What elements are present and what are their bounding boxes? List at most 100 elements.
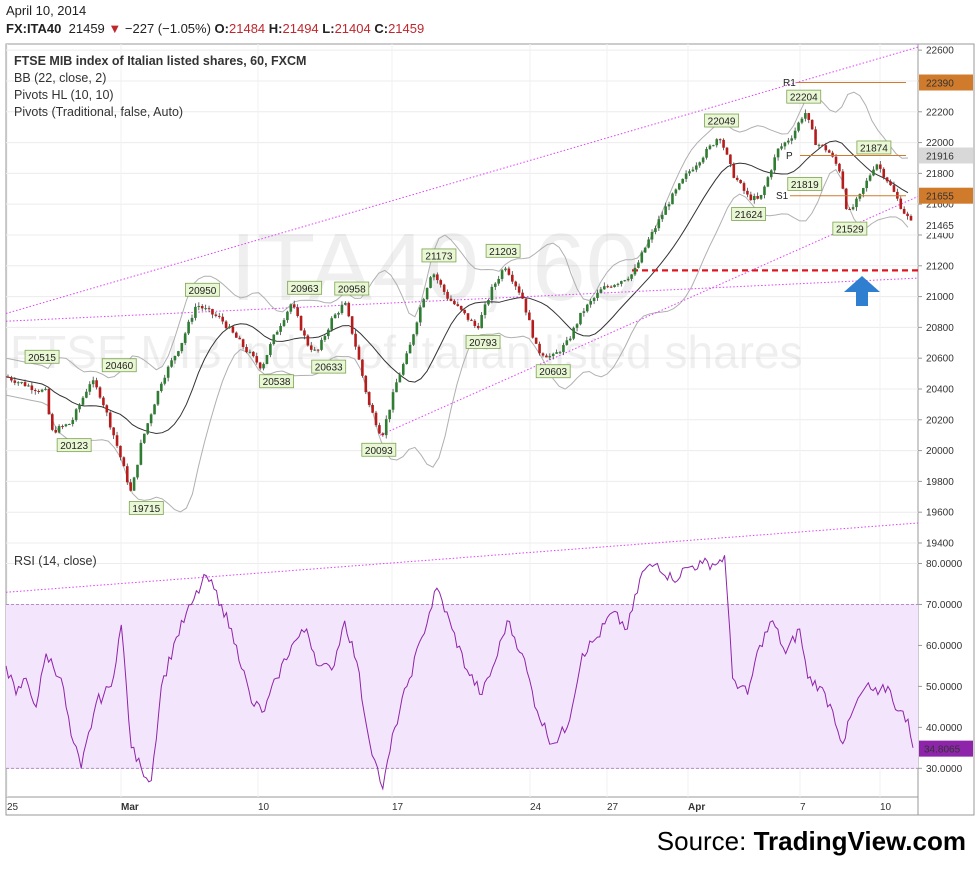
candle-body <box>241 339 245 347</box>
pivot-price-badge-bg <box>919 147 973 164</box>
pivot-low-label: 20093 <box>361 442 397 457</box>
candle-body <box>824 145 828 151</box>
candle-body <box>620 281 623 284</box>
rsi-line[interactable] <box>5 555 914 791</box>
pivot-high-label-box <box>856 140 892 155</box>
candle-body <box>507 268 511 275</box>
pivot-high-label: 20515 <box>24 349 60 364</box>
candle-body <box>766 177 770 187</box>
candle-body <box>698 162 702 166</box>
candle-body <box>30 385 34 391</box>
candle-body <box>660 214 664 220</box>
legend-pivots-hl[interactable]: Pivots HL (10, 10) <box>14 88 114 102</box>
candle-body <box>885 177 889 182</box>
time-tick-label: Mar <box>121 802 139 813</box>
candle-body <box>909 216 913 221</box>
candle-body <box>245 346 248 353</box>
symbol-label[interactable]: FX:ITA40 <box>6 21 62 36</box>
candle-body <box>490 286 494 301</box>
candle-body <box>27 385 30 387</box>
time-axis[interactable] <box>5 796 919 816</box>
candle-body <box>282 320 286 326</box>
candle-body <box>589 301 592 305</box>
candle-body <box>732 163 736 178</box>
pivot-low-label: 19715 <box>128 501 164 515</box>
candle-body <box>657 219 661 229</box>
pivot-low-label-box <box>56 438 92 453</box>
candle-body <box>275 331 279 335</box>
candle-body <box>350 316 354 334</box>
candle-body <box>500 270 504 279</box>
candle-body <box>88 384 92 392</box>
close-value: 21459 <box>388 21 425 36</box>
candle-body <box>538 343 541 354</box>
candle-body <box>221 316 224 322</box>
time-tick-label: 24 <box>530 802 542 813</box>
legend-rsi[interactable]: RSI (14, close) <box>14 554 97 568</box>
candle-body <box>480 314 483 329</box>
price-pane[interactable] <box>5 43 919 544</box>
pivot-low-label: 20603 <box>535 364 571 378</box>
price-axis[interactable] <box>917 43 975 816</box>
candle-body <box>170 360 173 367</box>
trend-line[interactable] <box>379 196 919 436</box>
candle-body <box>548 356 552 358</box>
candle-body <box>47 388 51 415</box>
close-label: C: <box>374 21 389 36</box>
candle-body <box>691 169 695 172</box>
candle-body <box>643 247 647 253</box>
pivot-low-label-text: 20123 <box>60 441 88 452</box>
candle-body <box>57 426 61 433</box>
candle-body <box>44 388 47 390</box>
candle-body <box>725 147 729 155</box>
pivot-high-label-text: 22204 <box>790 93 818 104</box>
pivot-high-label-box <box>485 243 521 258</box>
candle-body <box>524 298 528 313</box>
trend-line[interactable] <box>5 46 919 315</box>
candle-body <box>371 404 374 413</box>
legend-bb[interactable]: BB (22, close, 2) <box>14 71 106 85</box>
candle-body <box>183 333 187 343</box>
pivot-low-label-box <box>832 221 868 236</box>
candle-body <box>412 334 415 345</box>
candle-body <box>112 427 115 436</box>
price-tick-label: 22600 <box>926 46 954 57</box>
candle-body <box>780 146 783 149</box>
candle-body <box>892 185 896 192</box>
candle-body <box>459 305 463 310</box>
legend-title[interactable]: FTSE MIB index of Italian listed shares,… <box>14 54 306 68</box>
trend-line[interactable] <box>5 277 919 322</box>
pivot-high-label-box <box>334 281 370 296</box>
candle-body <box>858 193 862 199</box>
candle-body <box>667 204 671 207</box>
candle-body <box>712 145 715 147</box>
candle-body <box>122 457 126 467</box>
candle-body <box>562 344 565 353</box>
pivot-high-label: 21203 <box>485 243 521 258</box>
candle-body <box>425 287 429 300</box>
time-tick-label: 17 <box>392 802 404 813</box>
candle-body <box>718 139 722 141</box>
candle-body <box>637 262 640 268</box>
candle-body <box>579 312 582 325</box>
candle-body <box>647 239 650 248</box>
source-prefix: Source: <box>656 826 754 856</box>
candle-body <box>541 353 545 356</box>
price-tick-label: 20200 <box>926 415 954 426</box>
candle-body <box>664 206 667 215</box>
pivot-high-label-text: 21203 <box>489 247 517 258</box>
rsi-value-badge-bg <box>919 740 973 757</box>
price-tick-label: 22200 <box>926 107 954 118</box>
candle-body <box>681 178 684 184</box>
candle-body <box>207 308 211 310</box>
legend-pivots[interactable]: Pivots (Traditional, false, Auto) <box>14 105 183 119</box>
candle-body <box>804 113 807 119</box>
pivot-low-label-text: 20633 <box>315 363 343 374</box>
candle-body <box>313 349 316 351</box>
candle-body <box>16 382 20 384</box>
rsi-tick-label: 50.0000 <box>926 682 963 693</box>
source-brand[interactable]: TradingView.com <box>753 826 966 856</box>
candle-body <box>599 289 603 293</box>
candle-body <box>582 311 586 313</box>
